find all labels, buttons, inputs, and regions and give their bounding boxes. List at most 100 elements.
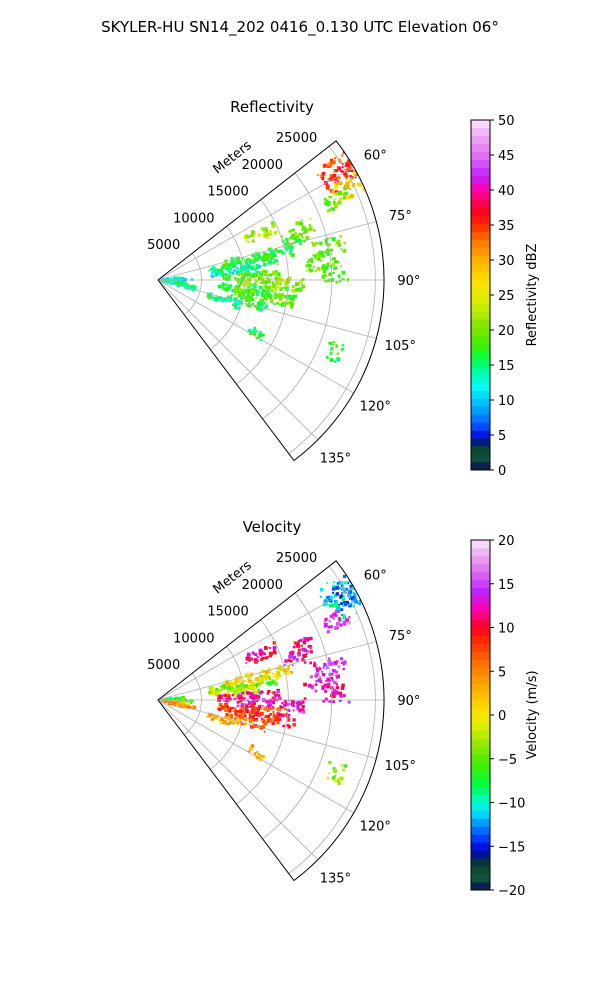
colorbar-tick-label: 40 [498, 184, 515, 199]
echo-gate [260, 300, 264, 303]
echo-gate [335, 674, 337, 677]
echo-gate [334, 260, 338, 264]
echo-gate [277, 263, 279, 266]
echo-gate [232, 261, 236, 265]
echo-gate [222, 720, 227, 725]
echo-gate [267, 670, 272, 674]
echo-gate [305, 655, 308, 658]
colorbar-bin [471, 462, 490, 471]
echo-gate [281, 664, 284, 667]
echo-gate [315, 242, 318, 245]
echo-gate [301, 705, 305, 709]
echo-gate [291, 294, 296, 299]
echo-gate [235, 690, 238, 693]
echo-gate [329, 595, 333, 599]
echo-gate [216, 693, 220, 697]
colorbar-bin [471, 350, 490, 360]
echo-gate [335, 344, 339, 348]
echo-gate [345, 162, 350, 167]
echo-gate [226, 274, 228, 276]
echo-gate [331, 189, 335, 192]
colorbar-bin [471, 454, 490, 463]
angle-tick-label: 90° [397, 274, 420, 289]
colorbar-bin [471, 151, 490, 161]
echo-gate [271, 700, 276, 705]
echo-gate [288, 252, 292, 255]
echo-gate [250, 657, 254, 661]
echo-gate [335, 683, 338, 686]
colorbar-bin [471, 882, 490, 891]
echo-gate [211, 275, 215, 278]
echo-gate [253, 255, 257, 258]
echo-gate [346, 279, 349, 282]
echo-gate [328, 200, 331, 204]
echo-gate [274, 231, 277, 234]
echo-gate [245, 262, 248, 265]
echo-gate [261, 725, 266, 729]
echo-gate [319, 250, 323, 255]
echo-gate [250, 709, 254, 712]
echo-gate [263, 262, 267, 267]
echo-gate [283, 699, 288, 703]
echo-gate [329, 174, 334, 179]
echo-gate [225, 681, 229, 685]
echo-gate [332, 612, 337, 617]
echo-gate [250, 675, 252, 678]
colorbar-bin [471, 231, 490, 240]
echo-gate [255, 272, 259, 276]
echo-gate [303, 232, 306, 235]
echo-gate [242, 698, 245, 701]
echo-gate [223, 699, 226, 702]
echo-gate [272, 680, 276, 685]
echo-gate [258, 270, 262, 274]
echo-gate [262, 755, 265, 758]
echo-gate [326, 252, 330, 256]
echo-gate [337, 778, 340, 781]
colorbar-bin [471, 430, 490, 439]
echo-gate [236, 692, 240, 696]
echo-gate [329, 625, 333, 629]
echo-gate [235, 718, 240, 723]
colorbar-bin [471, 390, 490, 399]
echo-gate [224, 702, 228, 707]
echo-gate [336, 674, 340, 679]
colorbar-bin [471, 635, 490, 644]
echo-gate [332, 669, 336, 673]
echo-gate [303, 697, 307, 701]
echo-gate [275, 255, 278, 257]
echo-gate [287, 708, 291, 712]
echo-gate [266, 274, 269, 276]
echo-gate [271, 250, 276, 255]
echo-gate [276, 690, 280, 694]
echo-gate [335, 343, 338, 346]
radial-tick-label: 25000 [276, 551, 317, 566]
echo-gate [268, 230, 273, 234]
echo-gate [235, 714, 238, 717]
echo-gate [337, 665, 341, 669]
echo-gate [286, 241, 290, 244]
echo-gate [224, 695, 226, 697]
echo-gate [221, 694, 224, 697]
echo-gate [348, 616, 351, 618]
echo-gate [319, 588, 324, 592]
colorbar-bin [471, 627, 490, 636]
echo-gate [260, 754, 263, 757]
colorbar-bin [471, 802, 490, 811]
echo-gate [340, 602, 344, 606]
echo-gate [251, 230, 255, 235]
echo-gate [273, 650, 277, 655]
echo-gate [277, 276, 282, 281]
echo-gate [247, 750, 251, 753]
echo-gate [265, 699, 270, 704]
echo-gate [259, 330, 262, 334]
echo-gate [332, 767, 336, 771]
azimuth-spoke [157, 699, 377, 759]
echo-gate [286, 714, 290, 718]
echo-gate [225, 297, 228, 300]
echo-gate [250, 274, 253, 278]
echo-gate [354, 600, 359, 604]
echo-gate [320, 259, 323, 262]
echo-gate [325, 241, 329, 245]
